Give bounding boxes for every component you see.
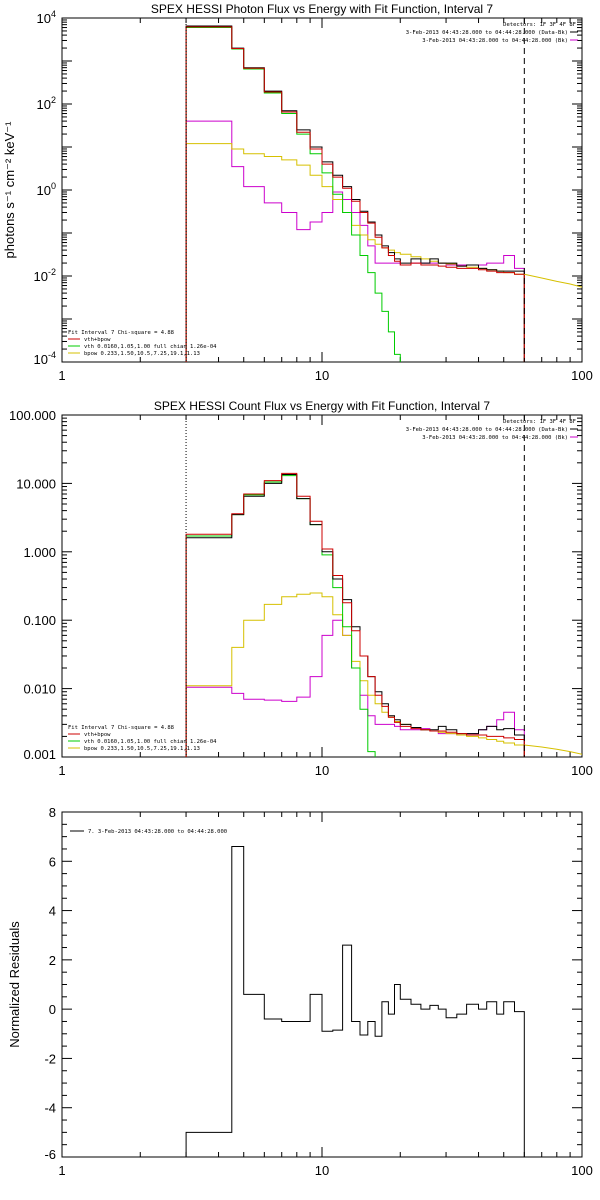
y-tick-label: -4 [44,1101,56,1116]
y-axis-label: photons s⁻¹ cm⁻² keV⁻¹ [2,121,17,259]
data-layer [185,25,582,362]
y-tick-label: 0.010 [23,682,56,697]
fit-info-line: bpow 0.233,1.50,10.5,7.25,19.1,1.13 [84,351,200,357]
fit-info-header: Fit Interval 7 Chi-square = 4.88 [68,330,174,336]
fit-info-line: vth 0.0160,1.05,1.00 full chian 1.26e-04 [84,344,217,350]
legend-entry: 3-Feb-2013 04:43:28.000 to 04:44:28.000 … [406,30,568,36]
fit-info-header: Fit Interval 7 Chi-square = 4.88 [68,725,174,731]
legend-entry: 3-Feb-2013 04:43:28.000 to 04:44:28.000 … [406,427,568,433]
y-tick-base: 10 [37,11,51,26]
y-tick-label: 4 [49,904,56,919]
panel-title: SPEX HESSI Photon Flux vs Energy with Fi… [151,2,493,16]
legend-entry: 7. 3-Feb-2013 04:43:28.000 to 04:44:28.0… [88,829,227,835]
plot-frame [61,17,583,363]
fit-info-line: vth+bpow [84,337,111,343]
y-tick-label: -2 [44,1051,56,1066]
series-vth-bpow [185,472,525,757]
series-vth-bpow [185,26,525,362]
series-vth [185,27,401,362]
series-total [185,25,525,362]
series-total [185,474,525,757]
data-layer [185,846,525,1157]
x-tick-label: 100 [571,368,593,383]
y-axis-label: Normalized Residuals [7,921,22,1048]
x-tick-label: 1 [58,763,65,778]
x-tick-label: 1 [58,368,65,383]
data-layer [185,472,582,757]
y-tick-label: 10-4 [34,350,56,367]
fit-info-line: vth+bpow [84,732,111,738]
y-tick-exponent: 4 [51,9,56,19]
y-tick-base: 10 [34,352,48,367]
y-tick-label: 0.100 [23,613,56,628]
y-tick-label: 100.000 [9,408,56,423]
legend-entry: 3-Feb-2013 04:43:28.000 to 04:44:28.000 … [422,435,568,441]
panel-1: SPEX HESSI Photon Flux vs Energy with Fi… [2,2,593,383]
y-tick-label: 8 [49,805,56,820]
y-tick-base: 10 [37,97,51,112]
y-tick-label: 2 [49,953,56,968]
legend-header: Detectors: 1F 3F 4F 8F [503,22,576,28]
panel-3: 1 10 100 -6 -4 -2 0 2 4 6 8 Normalized Residuals 7. … [7,805,593,1178]
legend-header: Detectors: 1F 3F 4F 8F [503,419,576,425]
panel-2: SPEX HESSI Count Flux vs Energy with Fit… [9,399,593,778]
y-tick-label: 10-2 [34,267,56,284]
series-bpow [185,592,525,757]
y-tick-exponent: 2 [51,95,56,105]
x-tick-label: 1 [58,1163,65,1178]
series-bpow-extension [524,273,582,288]
y-tick-label: 6 [49,854,56,869]
y-tick-label: -6 [44,1147,56,1162]
series-bpow [185,143,525,362]
plot-frame [61,414,583,758]
series-residuals [185,846,525,1157]
x-tick-label: 100 [571,763,593,778]
panel-title: SPEX HESSI Count Flux vs Energy with Fit… [154,399,490,413]
x-tick-label: 100 [571,1163,593,1178]
y-tick-label: 0 [49,1002,56,1017]
legend-entry: 3-Feb-2013 04:43:28.000 to 04:44:28.000 … [422,38,568,44]
x-tick-label: 10 [315,763,329,778]
y-tick-base: 10 [34,269,48,284]
y-tick-exponent: 0 [51,181,56,191]
y-tick-label: 102 [37,95,56,112]
series-vth [185,475,376,757]
series-bk [185,120,525,362]
y-tick-exponent: -2 [48,267,56,277]
y-tick-base: 10 [37,183,51,198]
series-bk [185,619,525,757]
plot-frame [61,811,583,1158]
y-tick-label: 104 [37,9,56,26]
y-tick-label: 10.000 [16,476,56,491]
x-tick-label: 10 [315,1163,329,1178]
fit-info-line: vth 0.0160,1.05,1.00 full chian 1.26e-04 [84,739,217,745]
y-tick-label: 1.000 [23,545,56,560]
series-bpow-extension [524,744,582,755]
y-tick-label: 0.001 [23,747,56,762]
y-tick-exponent: -4 [48,350,56,360]
y-tick-label: 100 [37,181,56,198]
x-tick-label: 10 [315,368,329,383]
fit-info-line: bpow 0.233,1.50,10.5,7.25,19.1,1.13 [84,746,200,752]
